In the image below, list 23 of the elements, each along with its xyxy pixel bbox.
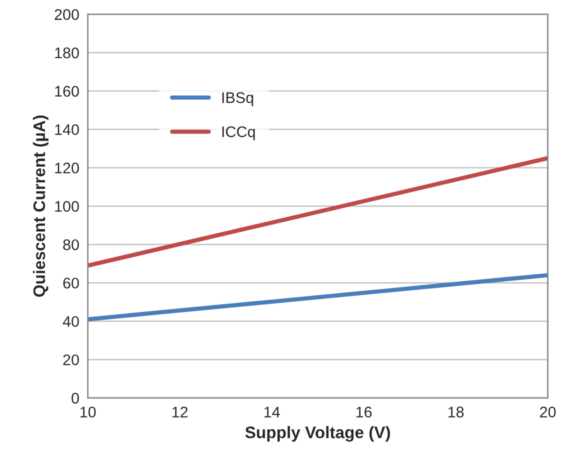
y-tick-label: 120 <box>55 162 79 174</box>
x-tick-label: 16 <box>356 406 372 418</box>
x-tick-label: 18 <box>448 406 464 418</box>
y-tick-label: 180 <box>55 48 79 58</box>
y-tick-label: 40 <box>62 316 79 327</box>
y-tick-label: 200 <box>54 9 79 20</box>
y-tick-label: 100 <box>55 200 79 212</box>
x-tick-label: 14 <box>264 406 280 418</box>
y-tick-label: 140 <box>55 124 79 136</box>
x-tick-label: 10 <box>80 406 96 418</box>
line-series <box>88 273 548 322</box>
x-tick-label: 12 <box>172 406 188 418</box>
y-tick-label: 160 <box>55 86 79 97</box>
legend-label: ICCq <box>222 126 255 140</box>
y-tick-label: 60 <box>63 278 79 289</box>
y-tick-label: 20 <box>63 354 79 366</box>
x-tick-label: 20 <box>540 406 556 418</box>
y-tick-label: 80 <box>63 239 79 250</box>
y-axis-title: Quiescent Current (µA) <box>32 116 48 297</box>
y-tick-label: 0 <box>72 392 79 404</box>
x-axis-title: Supply Voltage (V) <box>245 426 390 442</box>
line-series <box>88 156 548 268</box>
legend-label: IBSq <box>222 92 254 106</box>
